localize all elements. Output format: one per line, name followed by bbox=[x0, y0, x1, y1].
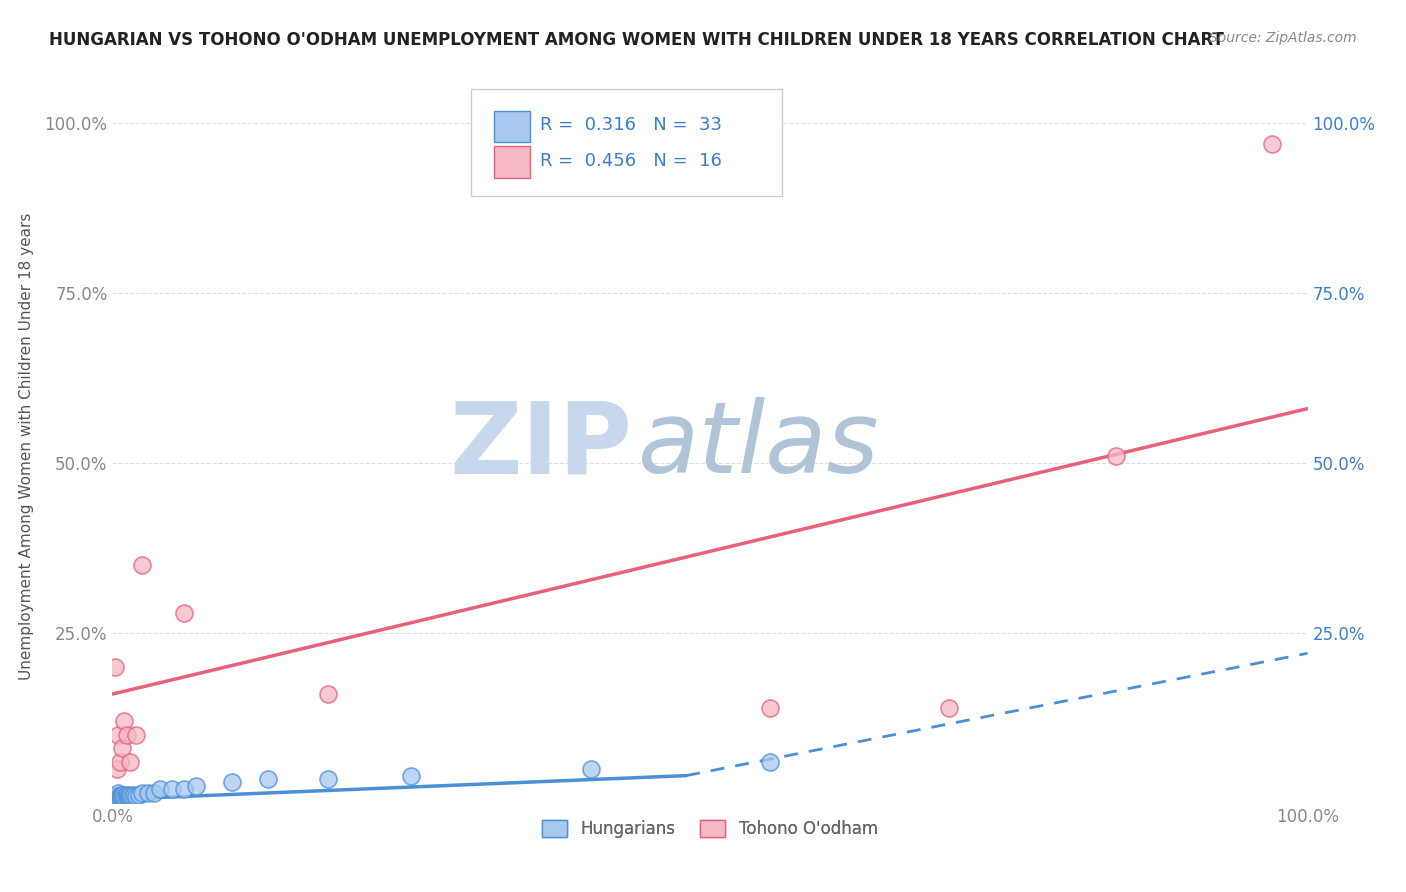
Point bbox=[120, 755, 142, 769]
Point bbox=[115, 728, 138, 742]
Point bbox=[121, 789, 143, 803]
Point bbox=[122, 788, 145, 802]
Text: ZIP: ZIP bbox=[450, 398, 633, 494]
Point bbox=[938, 700, 960, 714]
Point bbox=[105, 762, 128, 776]
Point bbox=[316, 772, 339, 786]
Text: R =  0.316   N =  33: R = 0.316 N = 33 bbox=[540, 116, 723, 134]
Point bbox=[114, 789, 136, 803]
Text: atlas: atlas bbox=[638, 398, 880, 494]
Point bbox=[125, 728, 148, 742]
Point bbox=[131, 786, 153, 800]
Point bbox=[120, 788, 142, 802]
Point bbox=[117, 790, 139, 805]
Point bbox=[107, 789, 129, 803]
Point bbox=[114, 790, 135, 805]
Y-axis label: Unemployment Among Women with Children Under 18 years: Unemployment Among Women with Children U… bbox=[18, 212, 34, 680]
Point bbox=[1105, 449, 1128, 463]
Text: Source: ZipAtlas.com: Source: ZipAtlas.com bbox=[1209, 31, 1357, 45]
Point bbox=[112, 788, 135, 802]
Text: HUNGARIAN VS TOHONO O'ODHAM UNEMPLOYMENT AMONG WOMEN WITH CHILDREN UNDER 18 YEAR: HUNGARIAN VS TOHONO O'ODHAM UNEMPLOYMENT… bbox=[49, 31, 1225, 49]
Point bbox=[128, 788, 150, 802]
Point bbox=[759, 755, 782, 769]
Point bbox=[149, 782, 172, 797]
Point bbox=[114, 714, 135, 729]
Point bbox=[115, 788, 138, 802]
Point bbox=[108, 789, 131, 803]
Point bbox=[162, 782, 183, 797]
Point bbox=[138, 786, 160, 800]
Text: R =  0.456   N =  16: R = 0.456 N = 16 bbox=[540, 152, 723, 169]
Point bbox=[105, 790, 128, 805]
Point bbox=[110, 790, 132, 805]
Point bbox=[118, 789, 141, 803]
Point bbox=[579, 762, 602, 776]
Point bbox=[125, 789, 148, 803]
Point bbox=[221, 775, 243, 789]
Point bbox=[108, 755, 131, 769]
Legend: Hungarians, Tohono O'odham: Hungarians, Tohono O'odham bbox=[536, 813, 884, 845]
Point bbox=[104, 789, 127, 803]
Point bbox=[107, 728, 129, 742]
Point bbox=[105, 792, 128, 806]
FancyBboxPatch shape bbox=[471, 89, 782, 196]
Point bbox=[186, 779, 208, 793]
Point bbox=[143, 786, 166, 800]
Point bbox=[401, 769, 423, 783]
Point bbox=[759, 700, 782, 714]
Point bbox=[173, 782, 195, 797]
Point bbox=[173, 606, 195, 620]
FancyBboxPatch shape bbox=[494, 146, 530, 178]
Point bbox=[1261, 136, 1284, 151]
Point bbox=[316, 687, 339, 701]
Point bbox=[107, 786, 129, 800]
Point bbox=[257, 772, 280, 786]
FancyBboxPatch shape bbox=[494, 111, 530, 142]
Point bbox=[111, 789, 134, 803]
Point bbox=[110, 788, 132, 802]
Point bbox=[131, 558, 153, 572]
Point bbox=[104, 660, 127, 674]
Point bbox=[111, 741, 134, 756]
